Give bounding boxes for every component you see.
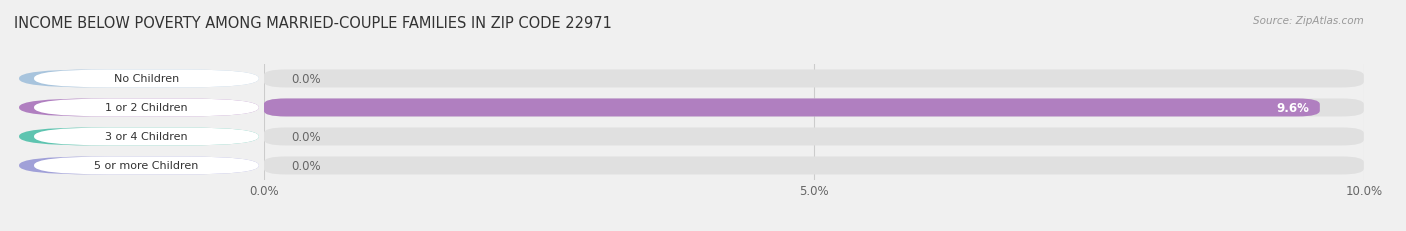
FancyBboxPatch shape (264, 157, 1364, 175)
Text: No Children: No Children (114, 74, 179, 84)
FancyBboxPatch shape (264, 70, 1364, 88)
Text: 5 or more Children: 5 or more Children (94, 161, 198, 171)
Text: 0.0%: 0.0% (291, 73, 321, 86)
Text: 1 or 2 Children: 1 or 2 Children (105, 103, 188, 113)
FancyBboxPatch shape (34, 70, 259, 88)
FancyBboxPatch shape (264, 99, 1364, 117)
FancyBboxPatch shape (20, 99, 259, 117)
Text: INCOME BELOW POVERTY AMONG MARRIED-COUPLE FAMILIES IN ZIP CODE 22971: INCOME BELOW POVERTY AMONG MARRIED-COUPL… (14, 16, 612, 31)
Text: 0.0%: 0.0% (291, 130, 321, 143)
FancyBboxPatch shape (264, 99, 1320, 117)
FancyBboxPatch shape (34, 99, 259, 117)
FancyBboxPatch shape (34, 128, 259, 146)
Text: 0.0%: 0.0% (291, 159, 321, 172)
FancyBboxPatch shape (20, 157, 259, 175)
FancyBboxPatch shape (264, 128, 1364, 146)
Text: 3 or 4 Children: 3 or 4 Children (105, 132, 188, 142)
FancyBboxPatch shape (20, 128, 259, 146)
FancyBboxPatch shape (34, 157, 259, 175)
Text: Source: ZipAtlas.com: Source: ZipAtlas.com (1253, 16, 1364, 26)
Text: 9.6%: 9.6% (1275, 101, 1309, 115)
FancyBboxPatch shape (20, 70, 259, 88)
